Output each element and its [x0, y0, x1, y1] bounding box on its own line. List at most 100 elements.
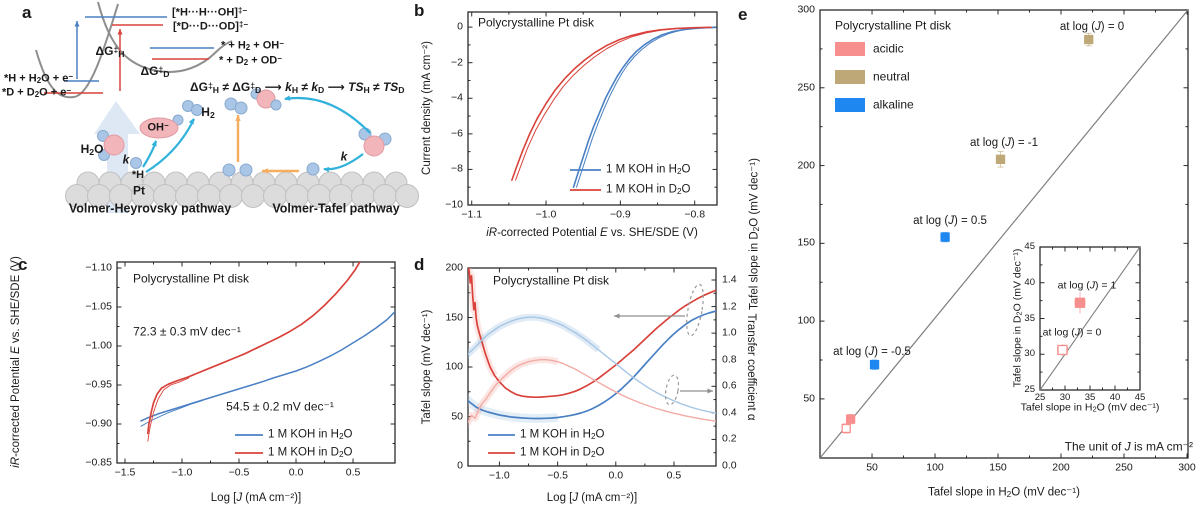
o-atom — [103, 134, 125, 156]
y-tick-label: 0 — [457, 459, 463, 472]
legend-label-h2o: 1 M KOH in H2O — [268, 428, 353, 441]
axis-box — [819, 9, 1189, 459]
panel-letter-b: b — [414, 1, 425, 20]
product-energy-curve — [97, 1, 233, 73]
panel-e-scatter-chart: e Polycrystalline Pt disk Tafel slope in… — [730, 0, 1198, 513]
x-tick-label: 0.5 — [666, 469, 682, 482]
arrowhead — [707, 388, 713, 394]
inset-parity-line — [1039, 246, 1141, 391]
y2-tick-label: 0.8 — [722, 353, 737, 366]
pt-atom-sphere — [395, 184, 419, 208]
x-tick-label: 0.5 — [345, 466, 361, 479]
data-point-neutral — [1084, 34, 1094, 45]
y-tick-label: 50 — [803, 392, 815, 405]
x-tick-label: −1.1 — [461, 208, 483, 221]
x-tick-label: 300 — [1178, 461, 1196, 474]
x-tick-label: 200 — [1052, 461, 1070, 474]
y-tick-label: 0 — [457, 20, 463, 33]
x-tick-label: 25 — [1034, 392, 1046, 404]
panel-d-slope-chart: d Polycrystalline Pt disk Tafel slope (m… — [400, 250, 765, 513]
legend-label-alkaline: alkaline — [873, 97, 914, 112]
axis-box — [467, 11, 718, 206]
unit-note: The unit of J is mA cm⁻² — [1064, 439, 1193, 454]
y-tick-label: −1.00 — [85, 339, 112, 352]
legend-label-neutral: neutral — [873, 69, 910, 84]
reaction-up-arrow — [94, 101, 140, 213]
y-tick-label: 30 — [1024, 348, 1035, 360]
y-tick-label: 150 — [797, 236, 815, 249]
legend-label-d2o: 1 M KOH in D2O — [606, 183, 691, 196]
polarization-plot — [467, 11, 718, 206]
y-tick-label: −2 — [451, 56, 463, 69]
chart-title: Polycrystalline Pt disk — [493, 273, 610, 288]
curve-tafel-h2o — [468, 310, 716, 420]
scatter-plot — [819, 9, 1189, 459]
x-tick-label: −0.5 — [547, 469, 568, 482]
point-label: at log (J) = -0.5 — [833, 345, 911, 358]
y-tick-label: 100 — [445, 360, 463, 373]
x-tick-label: −1.5 — [114, 466, 136, 479]
x-tick-label: 250 — [1115, 461, 1133, 474]
kie-relation-label: ΔG‡H ≠ ΔG‡D ⟶ kH ≠ kD ⟶ TSH ≠ TSD — [190, 80, 405, 95]
transition-state-d-label: [*D···D···OD]‡− — [173, 19, 248, 33]
x-tick-label: 150 — [989, 461, 1007, 474]
arrowhead — [323, 166, 330, 173]
x-axis-label: iR-corrected Potential E vs. SHE/SDE (V) — [486, 226, 698, 239]
x-axis-label: Log [J (mA cm⁻²)] — [210, 491, 302, 504]
y-tick-label: 40 — [1024, 276, 1035, 288]
x-tick-label: 50 — [866, 461, 878, 474]
y-tick-label: 150 — [445, 310, 463, 323]
curve-koh-d2o-scan2 — [147, 377, 190, 442]
inset-point-label: at log (J) = 0 — [1042, 326, 1102, 339]
panel-b-polarization-chart: b Polycrystalline Pt disk Current densit… — [400, 0, 740, 250]
parity-line — [819, 9, 1189, 459]
tafel-slope-d2o-annotation: 72.3 ± 0.3 mV dec⁻¹ — [133, 324, 241, 339]
x-tick-label: −0.8 — [684, 208, 706, 221]
tafel-slope-h2o-annotation: 54.5 ± 0.2 mV dec⁻¹ — [226, 399, 334, 414]
data-point-acidic — [841, 423, 851, 434]
pt-atom-sphere — [241, 184, 265, 208]
legend-label-h2o: 1 M KOH in H2O — [606, 163, 691, 176]
data-point-alkaline — [869, 360, 880, 370]
legend-swatch-alkaline — [835, 98, 865, 112]
curve-alpha-d2o — [468, 359, 716, 424]
h-atom — [270, 99, 282, 111]
pt-label: Pt — [133, 183, 145, 198]
inset-data-point — [1074, 297, 1086, 308]
x-axis-label: Tafel slope in H2O (mV dec⁻¹) — [928, 486, 1080, 499]
x-tick-label: −0.5 — [228, 466, 250, 479]
x-tick-label: 0.0 — [288, 466, 304, 479]
panel-letter-a: a — [22, 3, 32, 22]
inset-x-axis-label: Tafel slope in H2O (mV dec⁻¹) — [1020, 401, 1160, 414]
curve-alpha-h2o — [468, 316, 716, 414]
y-tick-label: 25 — [1024, 384, 1035, 396]
y-axis-label: iR-corrected Potential E vs. SHE/SDE (V) — [9, 256, 22, 468]
y2-tick-label: 0.2 — [722, 432, 737, 445]
legend-label-acidic: acidic — [873, 41, 904, 56]
x-tick-label: 30 — [1059, 392, 1071, 404]
rate-constant-right-label: k — [340, 149, 348, 164]
h-atom — [234, 101, 248, 115]
x-tick-label: −1.0 — [489, 469, 510, 482]
panel-a-schematic: a [*H···H···OH]‡− [*D···D···OD]‡− * + H2… — [0, 0, 420, 235]
y-tick-label: 200 — [445, 261, 463, 274]
legend-swatch-acidic — [835, 42, 865, 56]
h2o-molecule-label: H2O — [80, 142, 104, 157]
y-tick-label: −8 — [451, 162, 463, 175]
activation-energy-d-label: ΔG‡D — [140, 64, 170, 79]
x-tick-label: −0.9 — [609, 208, 631, 221]
legend-label-h2o: 1 M KOH in H2O — [520, 428, 605, 441]
adsorbed-h-atom — [239, 163, 253, 177]
mechanism-drawing — [35, 1, 419, 213]
reactant-h-label: *H + H2O + e− — [4, 71, 73, 85]
arrowhead — [74, 21, 80, 27]
data-point-acidic — [845, 414, 856, 424]
reactant-d-label: *D + D2O + e− — [2, 85, 71, 99]
curve-koh-d2o — [146, 262, 361, 435]
curve-koh-h2o-scan2 — [140, 400, 203, 427]
legend-label-d2o: 1 M KOH in D2O — [268, 446, 353, 459]
o-atom — [256, 89, 276, 109]
adsorbed-h-label: *H — [131, 169, 145, 182]
legend-swatch-neutral — [835, 70, 865, 84]
